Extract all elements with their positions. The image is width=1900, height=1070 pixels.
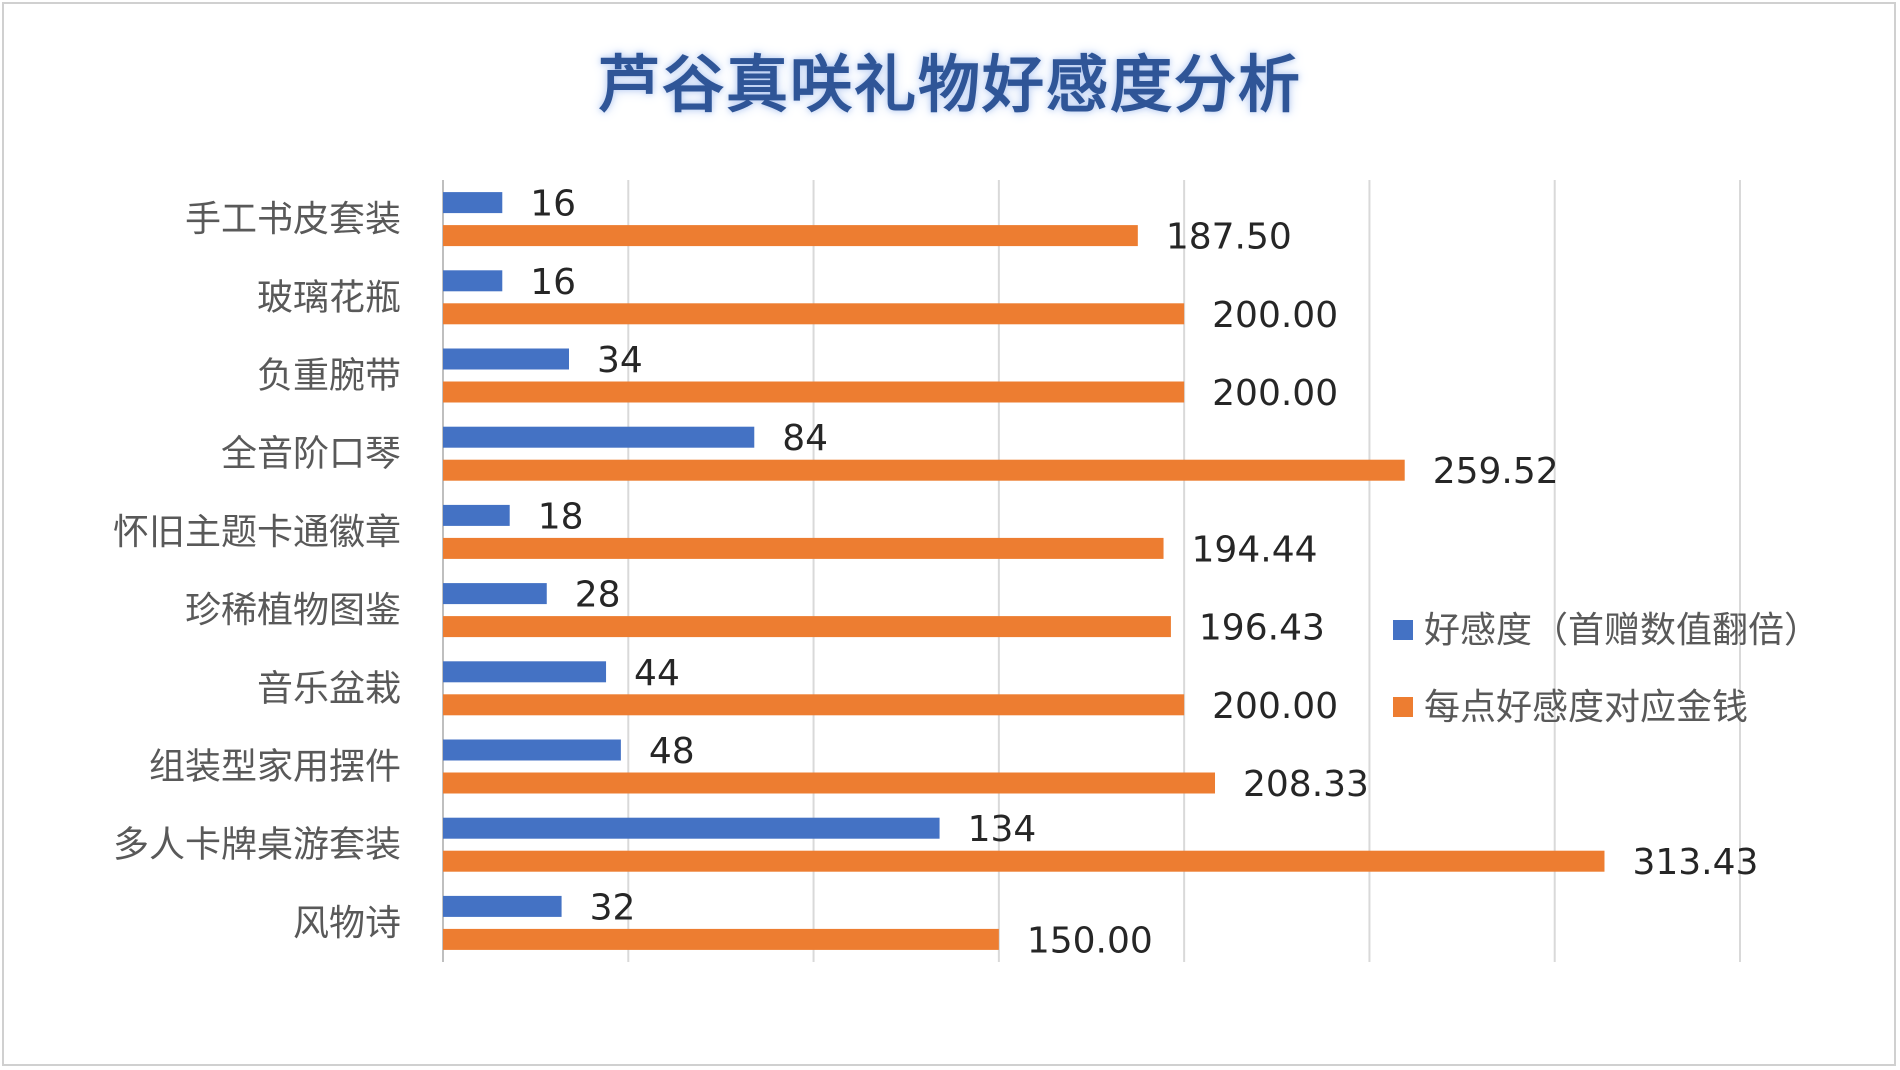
data-label: 150.00 (1027, 920, 1153, 961)
data-label: 28 (575, 575, 621, 616)
bar-money-per-point (443, 381, 1185, 403)
chart-title: 芦谷真咲礼物好感度分析 (597, 48, 1302, 121)
category-label: 组装型家用摆件 (149, 747, 401, 788)
data-label: 16 (530, 262, 576, 303)
category-label: 音乐盆栽 (257, 668, 401, 709)
category-label: 多人卡牌桌游套装 (113, 825, 401, 866)
data-label: 187.50 (1166, 217, 1292, 258)
data-label: 259.52 (1433, 451, 1559, 492)
bar-money-per-point (443, 303, 1185, 325)
category-label: 负重腕带 (257, 356, 401, 397)
bar-affection (443, 192, 503, 214)
bar-money-per-point (443, 928, 999, 950)
legend-label: 每点好感度对应金钱 (1424, 687, 1748, 728)
category-label: 珍稀植物图鉴 (185, 590, 401, 631)
data-label: 48 (649, 731, 695, 772)
bar-money-per-point (443, 850, 1605, 872)
data-label: 208.33 (1243, 764, 1369, 805)
data-label: 196.43 (1199, 608, 1325, 649)
category-label: 玻璃花瓶 (257, 277, 401, 318)
bar-affection (443, 661, 607, 683)
bar-money-per-point (443, 694, 1185, 716)
bar-money-per-point (443, 616, 1171, 638)
legend-swatch-money (1393, 697, 1413, 717)
bars (443, 192, 1605, 950)
legend: 好感度（首赠数值翻倍） 每点好感度对应金钱 (1393, 610, 1820, 728)
category-label: 全音阶口琴 (221, 434, 401, 475)
data-label: 313.43 (1632, 842, 1758, 883)
legend-swatch-affection (1393, 620, 1413, 640)
data-label: 200.00 (1212, 373, 1338, 414)
bar-money-per-point (443, 772, 1216, 794)
value-labels: 16 187.50 16 200.00 34 200.00 84 259.52 18 194.44… (530, 184, 1758, 962)
gridlines (442, 180, 1741, 962)
bar-affection (443, 348, 569, 370)
data-label: 134 (968, 809, 1037, 850)
bar-money-per-point (443, 537, 1164, 559)
bar-affection (443, 426, 755, 448)
bar-affection (443, 817, 940, 839)
bar-affection (443, 739, 621, 761)
bar-affection (443, 270, 503, 292)
data-label: 18 (538, 496, 584, 537)
bar-money-per-point (443, 459, 1405, 481)
category-label: 手工书皮套装 (185, 199, 401, 240)
data-label: 84 (782, 418, 828, 459)
data-label: 200.00 (1212, 686, 1338, 727)
data-label: 200.00 (1212, 295, 1338, 336)
data-label: 44 (634, 653, 680, 694)
bar-affection (443, 504, 510, 526)
bar-affection (443, 583, 547, 605)
data-label: 34 (597, 340, 643, 381)
legend-label: 好感度（首赠数值翻倍） (1424, 610, 1820, 651)
bar-affection (443, 895, 562, 917)
data-label: 194.44 (1192, 529, 1318, 570)
data-label: 32 (590, 887, 636, 928)
data-label: 16 (530, 184, 576, 225)
category-labels: 手工书皮套装玻璃花瓶负重腕带全音阶口琴怀旧主题卡通徽章珍稀植物图鉴音乐盆栽组装型… (113, 199, 401, 944)
bar-money-per-point (443, 225, 1138, 247)
category-label: 怀旧主题卡通徽章 (113, 512, 401, 553)
category-label: 风物诗 (293, 903, 401, 944)
